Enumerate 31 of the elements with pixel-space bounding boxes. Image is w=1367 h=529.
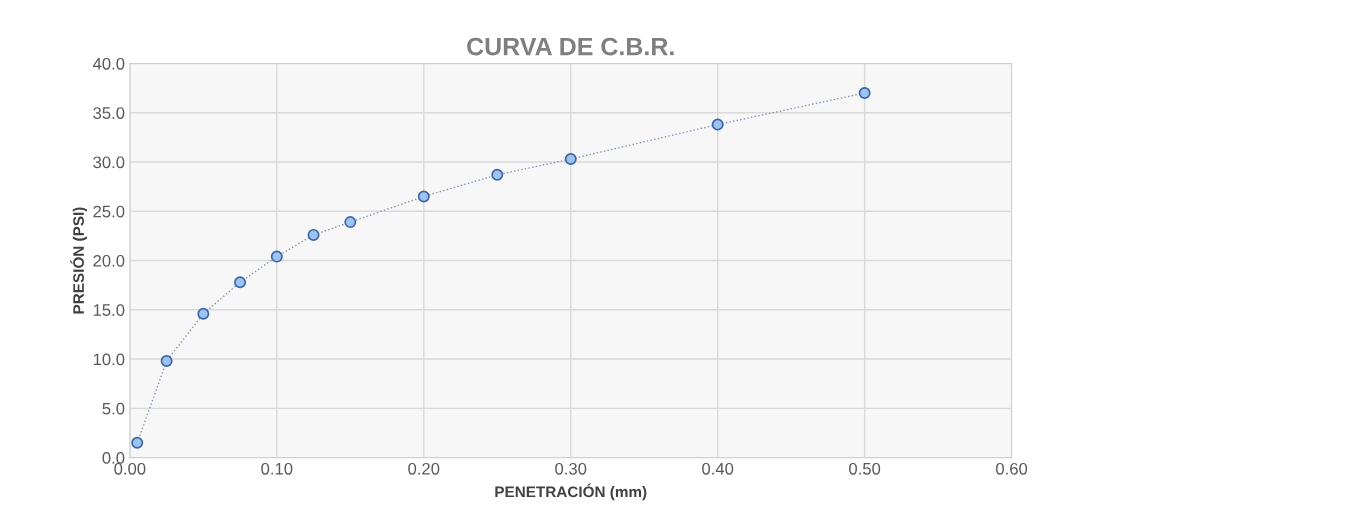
y-tick-label: 5.0 [102, 402, 125, 415]
point [307, 228, 320, 241]
y-axis-title: PRESIÓN (PSI) [70, 207, 88, 314]
x-tick-label: 0.30 [555, 462, 587, 475]
y-tick-label: 10.0 [93, 353, 125, 366]
chart-title: CURVA DE C.B.R. [467, 37, 674, 56]
y-tick-label: 35.0 [93, 107, 125, 119]
point [234, 276, 247, 289]
x-tick-label: 0.00 [114, 462, 146, 475]
point [197, 307, 210, 320]
point [344, 216, 357, 229]
x-tick-label: 0.50 [849, 462, 881, 475]
y-tick-label: 15.0 [93, 304, 125, 316]
point [270, 250, 283, 263]
point [491, 168, 504, 181]
point [160, 355, 173, 368]
point [564, 153, 577, 166]
x-tick-label: 0.60 [996, 462, 1028, 475]
y-tick-label: 40.0 [92, 57, 125, 70]
point [858, 87, 871, 100]
y-tick-label: 0.0 [102, 451, 125, 464]
point [131, 436, 144, 449]
x-axis-title: PENETRACIÓN (mm) [495, 483, 647, 501]
point [417, 190, 430, 203]
x-tick-label: 0.40 [702, 462, 734, 475]
y-tick-label: 30.0 [93, 156, 125, 169]
x-tick-label: 0.10 [261, 462, 293, 475]
point [711, 118, 724, 131]
y-tick-label: 20.0 [93, 254, 125, 267]
x-tick-label: 0.20 [408, 462, 440, 475]
y-tick-label: 25.0 [93, 205, 125, 218]
